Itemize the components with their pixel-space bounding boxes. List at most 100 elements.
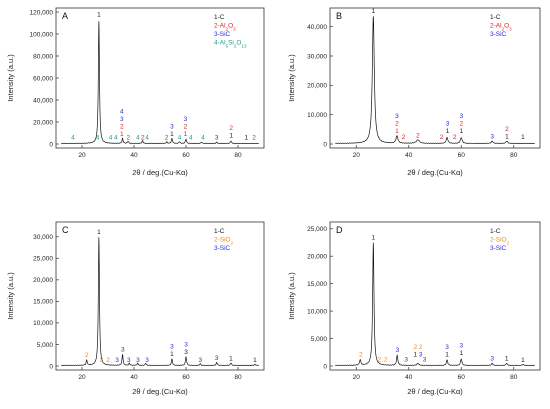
y-tick-label: 20,000	[33, 277, 53, 284]
panel-label: D	[336, 225, 343, 235]
xrd-pattern-line	[61, 21, 259, 145]
peak-label: 2	[359, 351, 363, 358]
peak-label: 3	[170, 123, 174, 130]
x-tick-label: 80	[234, 374, 242, 381]
peak-label: 1	[170, 131, 174, 138]
peak-label: 3	[121, 347, 125, 354]
y-tick-label: 0	[49, 141, 53, 148]
peak-label: 3	[490, 356, 494, 363]
peak-label: 3	[127, 357, 131, 364]
peak-label: 3	[423, 356, 427, 363]
peak-label: 1	[253, 357, 257, 364]
peak-label: 1	[414, 351, 418, 358]
y-tick-label: 5,000	[311, 336, 328, 343]
y-tick-label: 10,000	[307, 112, 327, 119]
y-tick-label: 25,000	[307, 226, 327, 233]
peak-label: 2	[459, 121, 463, 128]
peak-label: 2	[126, 134, 130, 141]
legend-item: 3-SiC	[214, 31, 231, 38]
panel-b: B 0 10,000 20,000 30,000 40,000 20 40 60 80 2θ / d…	[287, 7, 541, 177]
peak-label: 3	[184, 116, 188, 123]
peak-label: 1	[170, 351, 174, 358]
x-tick-label: 40	[130, 152, 138, 159]
peak-label: 2	[229, 125, 233, 132]
peak-label: 2	[120, 123, 124, 130]
x-axis-label: 2θ / deg.(Cu-Kα)	[132, 387, 188, 396]
peak-label: 1	[245, 134, 249, 141]
peak-label: 1	[505, 356, 509, 363]
plot-frame	[329, 7, 541, 149]
x-axis-label: 2θ / deg.(Cu-Kα)	[132, 168, 188, 177]
legend-item: 1-C	[214, 228, 225, 235]
x-tick-label: 40	[405, 152, 413, 159]
peak-label: 2	[414, 344, 418, 351]
y-tick-label: 30,000	[33, 234, 53, 241]
y-tick-label: 80,000	[33, 53, 53, 60]
plot-frame	[329, 221, 541, 371]
peak-label: 3	[198, 357, 202, 364]
peak-label: 1	[521, 134, 525, 141]
peak-label: 2	[106, 357, 110, 364]
y-tick-label: 0	[323, 141, 327, 148]
peak-label: 4	[120, 108, 124, 115]
peak-label: 3	[120, 116, 124, 123]
peak-label: 3	[215, 355, 219, 362]
legend-item: 2-SiO2	[490, 237, 510, 246]
peak-label: 1	[459, 350, 463, 357]
legend-item: 4-Al6Si2O13	[214, 40, 247, 49]
y-tick-label: 10,000	[307, 308, 327, 315]
peak-label: 3	[396, 347, 400, 354]
peak-label: 2	[100, 357, 104, 364]
peak-label: 3	[490, 133, 494, 140]
peak-label: 1	[184, 131, 188, 138]
peak-label: 3	[215, 134, 219, 141]
peak-label: 1	[120, 131, 124, 138]
peak-label: 2	[378, 356, 382, 363]
x-tick-label: 20	[353, 152, 361, 159]
y-tick-label: 40,000	[33, 97, 53, 104]
y-tick-label: 120,000	[30, 9, 54, 16]
peak-label: 2	[453, 134, 457, 141]
y-tick-label: 40,000	[307, 24, 327, 31]
peak-label: 1	[97, 12, 101, 19]
panel-d: D 0 5,000 10,000 15,000 20,000 25,000 20 40 60 80 2…	[287, 221, 541, 396]
peak-label: 2	[165, 134, 169, 141]
peak-label: 4	[96, 134, 100, 141]
x-tick-label: 40	[130, 374, 138, 381]
peak-label: 4	[178, 134, 182, 141]
peak-label: 1	[446, 128, 450, 135]
peak-label: 3	[184, 349, 188, 356]
x-tick-label: 60	[182, 152, 190, 159]
y-tick-label: 0	[323, 363, 327, 370]
legend-item: 3-SiC	[214, 245, 231, 252]
xrd-pattern-line	[335, 16, 535, 145]
peak-label: 4	[201, 134, 205, 141]
xrd-pattern-line	[61, 237, 259, 366]
peak-label: 4	[109, 134, 113, 141]
peak-label: 4	[136, 134, 140, 141]
peak-label: 2	[252, 134, 256, 141]
peak-label: 1	[445, 351, 449, 358]
y-axis-label: Intensity (a.u.)	[6, 272, 15, 320]
peak-label: 1	[521, 357, 525, 364]
legend-item: 1-C	[214, 14, 225, 21]
peak-label: 3	[115, 357, 119, 364]
x-tick-label: 20	[78, 152, 86, 159]
peak-label: 4	[145, 134, 149, 141]
x-tick-label: 80	[510, 374, 518, 381]
xrd-pattern-line	[335, 242, 535, 366]
peak-label: 2	[505, 126, 509, 133]
peak-label: 3	[459, 113, 463, 120]
x-tick-label: 80	[510, 152, 518, 159]
peak-label: 4	[189, 134, 193, 141]
peak-label: 3	[459, 343, 463, 350]
peak-label: 2	[395, 121, 399, 128]
peak-label: 2	[384, 356, 388, 363]
y-tick-label: 15,000	[33, 299, 53, 306]
peak-label: 2	[419, 344, 423, 351]
legend-item: 1-C	[490, 228, 501, 235]
y-tick-label: 30,000	[307, 53, 327, 60]
peak-label: 1	[372, 8, 376, 15]
x-tick-label: 60	[458, 374, 466, 381]
